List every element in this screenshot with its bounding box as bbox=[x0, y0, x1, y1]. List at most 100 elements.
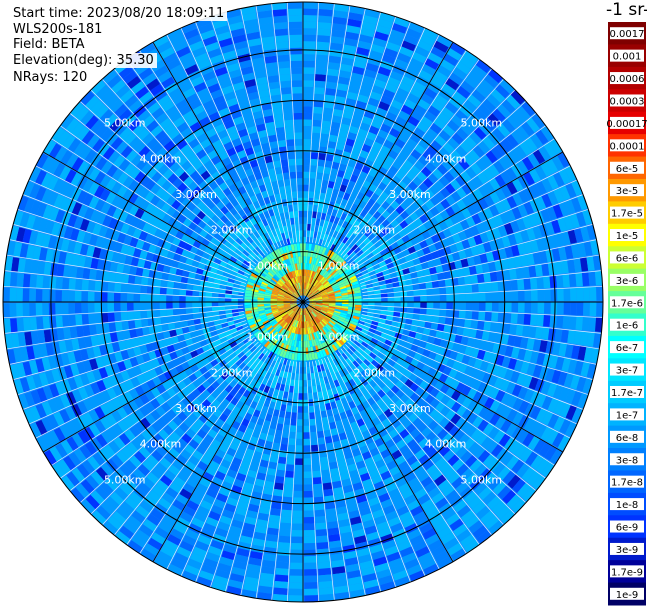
range-gate bbox=[67, 377, 78, 391]
range-gate bbox=[551, 155, 564, 171]
range-gate bbox=[358, 466, 369, 476]
range-gate bbox=[481, 219, 492, 232]
range-gate bbox=[177, 240, 187, 249]
range-gate bbox=[241, 231, 250, 239]
range-gate bbox=[303, 73, 314, 81]
range-gate bbox=[237, 298, 245, 302]
range-gate bbox=[364, 8, 380, 19]
range-gate bbox=[541, 395, 553, 410]
range-gate bbox=[281, 268, 287, 275]
range-gate bbox=[245, 328, 253, 335]
range-gate bbox=[315, 417, 323, 426]
range-gate bbox=[322, 423, 331, 431]
range-gate bbox=[592, 255, 602, 271]
range-gate bbox=[232, 344, 240, 352]
range-gate bbox=[342, 275, 350, 282]
range-gate bbox=[327, 290, 334, 294]
range-gate bbox=[321, 306, 329, 309]
range-gate bbox=[311, 257, 315, 265]
range-gate bbox=[383, 454, 395, 465]
range-gate bbox=[259, 260, 266, 268]
range-gate bbox=[164, 105, 178, 118]
range-gate bbox=[81, 130, 95, 145]
range-gate bbox=[504, 302, 512, 313]
range-gate bbox=[314, 185, 321, 193]
range-gate bbox=[565, 404, 577, 421]
range-gate bbox=[80, 373, 90, 387]
range-gate bbox=[307, 306, 313, 312]
range-gate bbox=[120, 293, 128, 302]
range-gate bbox=[241, 334, 249, 342]
range-gate bbox=[238, 234, 247, 243]
range-gate bbox=[571, 179, 583, 196]
range-gate bbox=[26, 244, 35, 260]
range-gate bbox=[467, 236, 477, 247]
range-gate bbox=[286, 338, 291, 346]
range-gate bbox=[378, 336, 387, 344]
range-gate bbox=[495, 83, 510, 99]
range-gate bbox=[443, 348, 452, 358]
range-gate bbox=[270, 259, 277, 267]
range-gate bbox=[141, 268, 150, 278]
range-gate bbox=[151, 485, 165, 498]
range-gate bbox=[314, 306, 322, 310]
range-gate bbox=[322, 107, 333, 116]
range-gate bbox=[154, 130, 167, 143]
range-gate bbox=[185, 290, 193, 297]
range-gate bbox=[461, 384, 472, 396]
range-gate bbox=[309, 237, 313, 244]
range-gate bbox=[292, 293, 299, 298]
range-gate bbox=[290, 379, 295, 387]
range-gate bbox=[227, 320, 235, 327]
range-gate bbox=[292, 366, 297, 374]
range-gate bbox=[277, 307, 285, 311]
range-gate bbox=[75, 279, 83, 291]
range-gate bbox=[325, 368, 332, 377]
range-gate bbox=[504, 246, 514, 258]
range-gate bbox=[492, 160, 505, 174]
range-gate bbox=[535, 129, 549, 145]
range-gate bbox=[353, 286, 361, 291]
range-gate bbox=[206, 316, 214, 323]
range-gate bbox=[284, 315, 290, 322]
range-gate bbox=[313, 309, 319, 315]
range-gate bbox=[352, 219, 361, 228]
range-gate bbox=[392, 362, 402, 371]
range-gate bbox=[305, 276, 307, 283]
range-gate bbox=[210, 237, 219, 246]
range-gate bbox=[577, 345, 587, 361]
range-gate bbox=[232, 315, 241, 321]
range-gate bbox=[274, 332, 280, 339]
range-gate bbox=[345, 563, 360, 573]
range-gate bbox=[433, 40, 449, 53]
range-gate bbox=[276, 469, 286, 478]
range-gate bbox=[511, 109, 526, 125]
range-gate bbox=[348, 299, 356, 302]
range-gate bbox=[159, 295, 167, 302]
range-gate bbox=[293, 497, 303, 505]
range-gate bbox=[297, 419, 303, 426]
range-gate bbox=[150, 508, 165, 521]
range-gate bbox=[152, 376, 162, 387]
range-gate bbox=[178, 255, 188, 264]
range-gate bbox=[332, 238, 339, 246]
range-gate bbox=[284, 305, 291, 309]
range-gate bbox=[133, 346, 142, 357]
range-gate bbox=[436, 230, 446, 241]
range-gate bbox=[337, 218, 345, 227]
range-gate bbox=[356, 155, 367, 165]
range-gate bbox=[280, 320, 286, 327]
range-gate bbox=[388, 428, 399, 439]
range-gate bbox=[417, 155, 429, 166]
range-gate bbox=[118, 159, 131, 172]
range-gate bbox=[331, 282, 338, 288]
range-gate bbox=[497, 312, 505, 323]
range-gate bbox=[126, 246, 136, 257]
range-gate bbox=[392, 316, 400, 322]
range-gate bbox=[41, 357, 52, 372]
range-gate bbox=[337, 281, 345, 286]
range-gate bbox=[438, 129, 451, 142]
range-gate bbox=[293, 292, 299, 298]
range-gate bbox=[257, 375, 265, 384]
range-gate bbox=[434, 412, 445, 424]
